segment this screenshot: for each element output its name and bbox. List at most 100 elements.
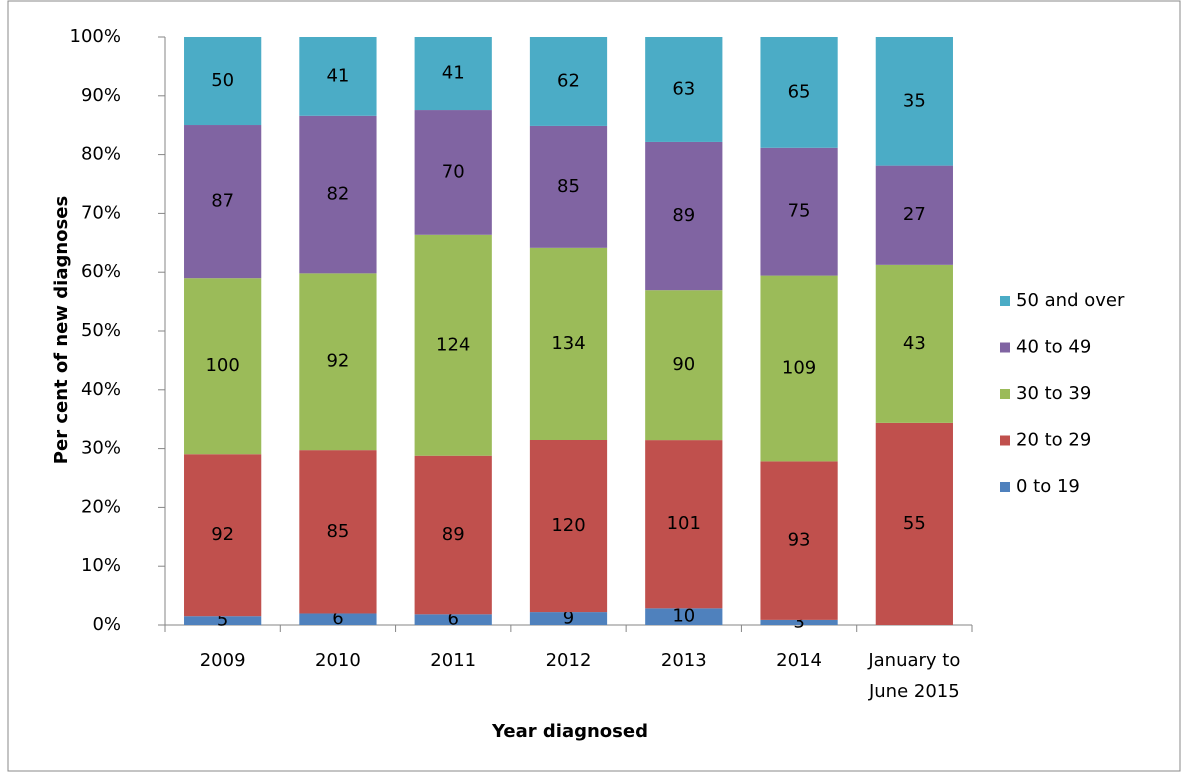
data-label: 89 xyxy=(442,524,465,545)
bar-segment xyxy=(414,234,492,456)
bar-segment xyxy=(184,616,262,625)
bar-segment xyxy=(760,461,838,620)
bar-segment xyxy=(760,275,838,462)
data-label: 85 xyxy=(326,521,349,542)
bar-segment xyxy=(529,612,608,625)
y-tick-label: 30% xyxy=(81,438,121,459)
bar-segment xyxy=(184,125,262,279)
y-axis-title: Per cent of new diagnoses xyxy=(51,196,72,464)
legend-label: 50 and over xyxy=(1016,290,1125,311)
data-label: 55 xyxy=(903,513,926,534)
data-label: 50 xyxy=(211,70,234,91)
bar-segment xyxy=(184,278,262,455)
bar-segment xyxy=(875,264,953,423)
bar-segment xyxy=(414,455,492,615)
bar-segment xyxy=(529,247,608,440)
y-tick-label: 40% xyxy=(81,379,121,400)
data-label: 92 xyxy=(326,351,349,372)
data-label: 41 xyxy=(442,63,465,84)
bar-segment xyxy=(645,37,723,142)
data-label: 6 xyxy=(447,609,458,630)
bar-segment xyxy=(414,37,492,111)
chart-border xyxy=(7,0,1181,772)
bar-segment xyxy=(299,115,377,274)
data-label: 93 xyxy=(788,530,811,551)
x-tick-label: 2014 xyxy=(776,650,822,671)
y-tick-label: 80% xyxy=(81,144,121,165)
x-tick-label: 2010 xyxy=(315,650,361,671)
data-label: 85 xyxy=(557,176,580,197)
bar-segment xyxy=(299,37,377,116)
data-label: 82 xyxy=(326,184,349,205)
y-tick-label: 50% xyxy=(81,320,121,341)
legend-swatch xyxy=(1000,482,1010,492)
data-label: 100 xyxy=(205,355,239,376)
legend-label: 30 to 39 xyxy=(1016,383,1091,404)
y-tick-label: 100% xyxy=(70,26,121,47)
legend-swatch xyxy=(1000,389,1010,399)
bar-segment xyxy=(645,290,723,441)
data-label: 6 xyxy=(332,608,343,629)
bar-segment xyxy=(645,608,723,625)
data-label: 124 xyxy=(436,334,470,355)
bar-segment xyxy=(875,37,953,166)
y-tick-label: 90% xyxy=(81,85,121,106)
data-label: 9 xyxy=(563,608,574,629)
bar-segment xyxy=(645,141,723,291)
legend-swatch xyxy=(1000,342,1010,353)
data-label: 92 xyxy=(211,524,234,545)
bar-segment xyxy=(184,454,262,617)
x-axis-title: Year diagnosed xyxy=(491,721,648,742)
data-label: 5 xyxy=(217,610,228,631)
x-tick-label: 2011 xyxy=(430,650,477,671)
data-label: 70 xyxy=(442,161,465,182)
data-label: 3 xyxy=(793,611,804,632)
data-label: 27 xyxy=(903,204,926,225)
bar-segment xyxy=(299,273,377,451)
x-tick-label: 2012 xyxy=(545,650,592,671)
data-label: 63 xyxy=(672,78,695,99)
bar-segment xyxy=(875,165,953,265)
data-label: 35 xyxy=(903,90,926,111)
legend-swatch xyxy=(1000,296,1010,306)
bar-segment xyxy=(645,440,723,609)
legend-swatch xyxy=(1000,435,1010,446)
legend-label: 0 to 19 xyxy=(1016,476,1080,497)
data-label: 10 xyxy=(672,606,695,627)
data-label: 62 xyxy=(557,70,580,91)
bar-segment xyxy=(529,439,608,613)
legend-label: 20 to 29 xyxy=(1016,430,1091,451)
data-label: 75 xyxy=(788,201,811,222)
bar-segment xyxy=(414,614,492,625)
y-tick-label: 10% xyxy=(81,555,121,576)
data-label: 90 xyxy=(672,354,695,375)
legend-label: 40 to 49 xyxy=(1016,337,1091,358)
data-label: 120 xyxy=(551,515,585,536)
data-label: 41 xyxy=(326,65,349,86)
data-label: 89 xyxy=(672,205,695,226)
bar-segment xyxy=(760,147,838,276)
x-tick-label: 2009 xyxy=(199,650,246,671)
bar-segment xyxy=(875,422,953,625)
x-tick-label: January to June 2015 xyxy=(868,650,961,702)
x-tick-label: 2013 xyxy=(660,650,707,671)
data-label: 101 xyxy=(667,513,701,534)
y-tick-label: 70% xyxy=(81,202,121,223)
bar-segment xyxy=(414,110,492,235)
data-label: 87 xyxy=(211,191,234,212)
y-tick-label: 60% xyxy=(81,261,121,282)
bar-segment xyxy=(299,613,377,625)
y-tick-label: 20% xyxy=(81,496,121,517)
data-label: 65 xyxy=(788,81,811,102)
bar-segment xyxy=(299,450,377,614)
bar-segment xyxy=(184,37,262,126)
bar-segment xyxy=(529,37,608,126)
y-tick-label: 0% xyxy=(92,614,121,635)
data-label: 43 xyxy=(903,333,926,354)
bar-segment xyxy=(529,125,608,248)
data-label: 109 xyxy=(782,357,816,378)
bar-segment xyxy=(760,619,838,625)
data-label: 134 xyxy=(551,333,585,354)
